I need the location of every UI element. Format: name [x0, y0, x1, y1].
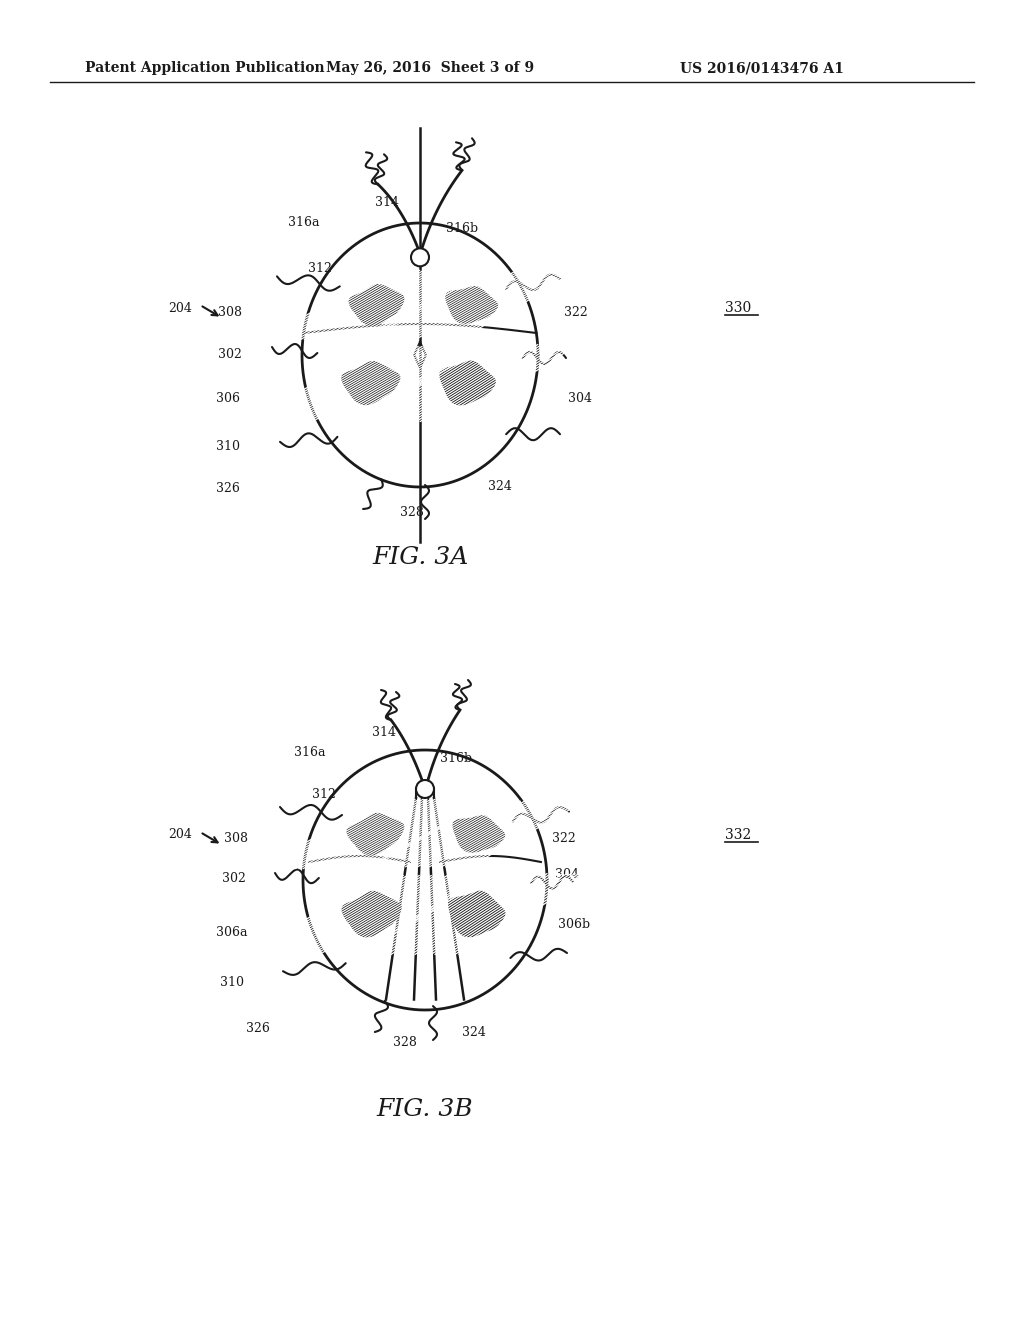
Text: US 2016/0143476 A1: US 2016/0143476 A1 — [680, 61, 844, 75]
Text: 204: 204 — [168, 829, 191, 842]
Text: 306b: 306b — [558, 919, 590, 932]
Polygon shape — [440, 362, 496, 405]
Text: 330: 330 — [725, 301, 752, 315]
Text: 302: 302 — [218, 348, 242, 362]
Text: Patent Application Publication: Patent Application Publication — [85, 61, 325, 75]
Text: 328: 328 — [393, 1035, 417, 1048]
Text: 332: 332 — [725, 828, 752, 842]
Text: 316a: 316a — [288, 215, 319, 228]
Text: 314: 314 — [372, 726, 396, 738]
Text: 324: 324 — [462, 1026, 485, 1039]
Text: 310: 310 — [216, 441, 240, 454]
Polygon shape — [342, 362, 399, 404]
Text: 322: 322 — [564, 305, 588, 318]
Polygon shape — [342, 891, 401, 937]
Text: 310: 310 — [220, 975, 244, 989]
Text: 204: 204 — [168, 301, 191, 314]
Text: FIG. 3A: FIG. 3A — [372, 546, 468, 569]
Text: 326: 326 — [216, 482, 240, 495]
Text: 306a: 306a — [216, 927, 248, 940]
Text: 312: 312 — [312, 788, 336, 801]
Circle shape — [416, 780, 434, 799]
Text: 326: 326 — [246, 1022, 270, 1035]
Text: 314: 314 — [375, 195, 399, 209]
Text: 308: 308 — [224, 832, 248, 845]
Text: 328: 328 — [400, 506, 424, 519]
Polygon shape — [349, 285, 403, 326]
Text: 316b: 316b — [440, 751, 472, 764]
Text: May 26, 2016  Sheet 3 of 9: May 26, 2016 Sheet 3 of 9 — [326, 61, 535, 75]
Text: 308: 308 — [218, 305, 242, 318]
Polygon shape — [445, 286, 498, 323]
Polygon shape — [347, 813, 403, 854]
Text: FIG. 3B: FIG. 3B — [377, 1098, 473, 1122]
Polygon shape — [454, 816, 505, 851]
Text: 316b: 316b — [446, 222, 478, 235]
Text: 302: 302 — [222, 871, 246, 884]
Text: 312: 312 — [308, 261, 332, 275]
Circle shape — [411, 248, 429, 267]
Text: 316a: 316a — [294, 746, 326, 759]
Text: 322: 322 — [552, 832, 575, 845]
Text: 306: 306 — [216, 392, 240, 404]
Polygon shape — [449, 891, 505, 937]
Text: 304: 304 — [568, 392, 592, 404]
Text: 304: 304 — [555, 869, 579, 882]
Text: 324: 324 — [488, 480, 512, 494]
